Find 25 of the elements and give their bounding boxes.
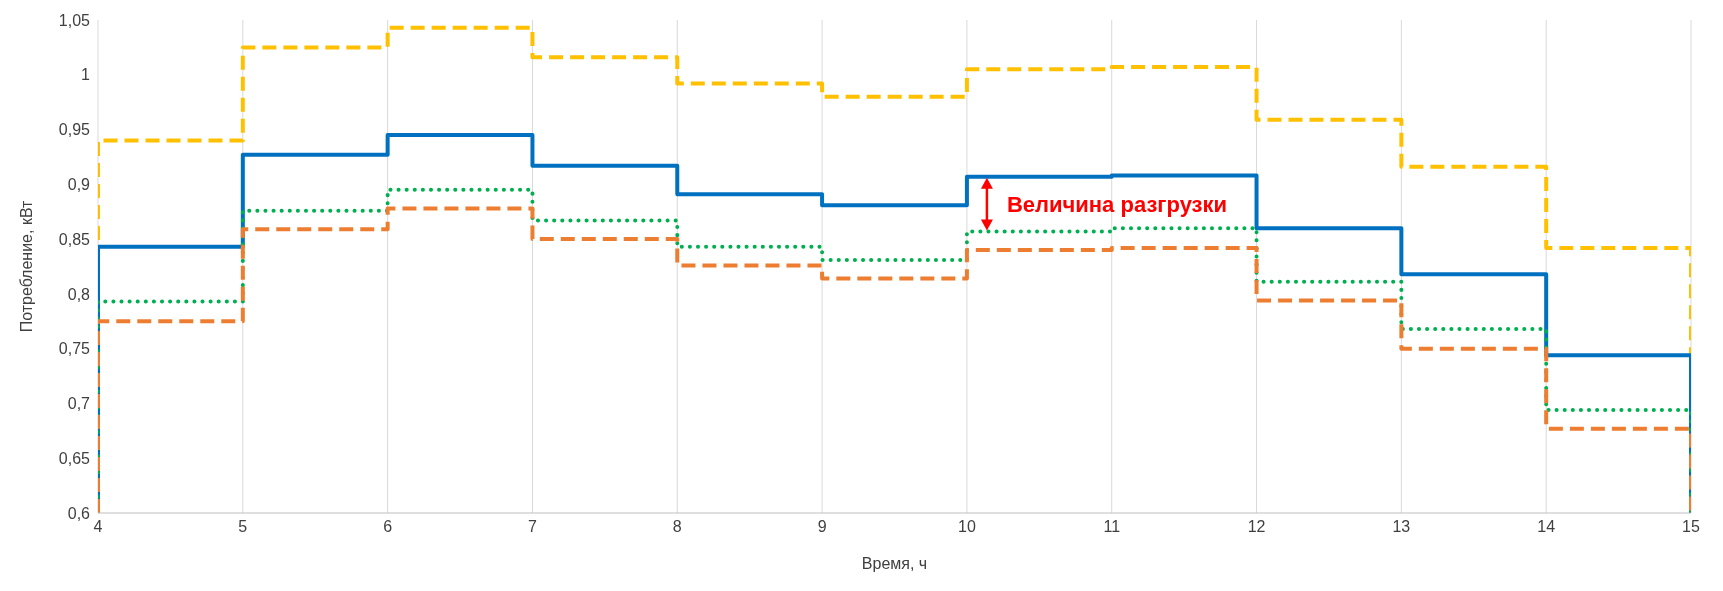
x-tick-label: 8: [672, 518, 682, 536]
x-axis-title: Время, ч: [861, 555, 928, 572]
annotation: Величина разгрузки: [1006, 192, 1228, 218]
x-tick-label: 9: [817, 518, 827, 536]
y-tick-label: 1,05: [58, 11, 91, 29]
x-tick-label: 5: [238, 518, 248, 536]
x-tick-label: 7: [528, 518, 537, 536]
x-tick-label: 6: [383, 518, 393, 536]
y-tick-label: 1: [81, 66, 91, 84]
y-tick-label: 0,95: [58, 121, 91, 139]
y-tick-label: 0,9: [67, 176, 91, 194]
x-tick-label: 14: [1537, 518, 1556, 536]
y-tick-label: 0,8: [67, 285, 91, 303]
x-tick-label: 12: [1247, 518, 1266, 536]
x-tick-label: 10: [958, 518, 976, 536]
y-tick-label: 0,65: [58, 449, 91, 467]
x-tick-label: 15: [1682, 518, 1700, 536]
y-tick-label: 0,85: [58, 230, 91, 248]
x-tick-label: 13: [1392, 518, 1411, 536]
x-tick-label: 11: [1103, 518, 1121, 536]
y-tick-label: 0,75: [58, 340, 91, 358]
x-tick-label: 4: [93, 518, 103, 536]
y-tick-label: 0,6: [67, 504, 91, 522]
y-axis-title: Потребление, кВт: [17, 199, 35, 333]
y-tick-label: 0,7: [67, 395, 91, 413]
